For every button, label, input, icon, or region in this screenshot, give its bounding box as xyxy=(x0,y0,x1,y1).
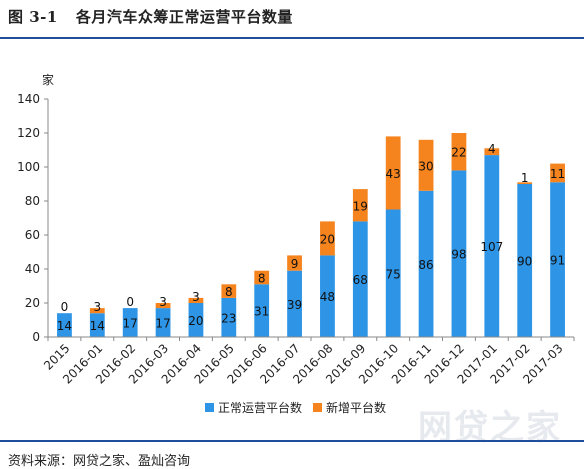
bar-normal-2016-07 xyxy=(287,270,302,337)
chart-title: 图 3-1 各月汽车众筹正常运营平台数量 xyxy=(8,6,293,27)
bar-normal-2017-03 xyxy=(550,182,565,337)
data-label-normal: 17 xyxy=(123,317,138,331)
data-label-new: 3 xyxy=(93,300,101,314)
data-label-normal: 17 xyxy=(155,317,170,331)
bar-new-2016-01 xyxy=(89,308,105,314)
data-label-new: 20 xyxy=(320,232,335,246)
data-label-normal: 68 xyxy=(353,273,368,287)
data-label-new: 43 xyxy=(386,167,401,181)
data-label-normal: 48 xyxy=(320,290,335,304)
legend-label-normal: 正常运营平台数 xyxy=(218,400,302,415)
y-tick-label: 60 xyxy=(25,228,40,242)
data-label-normal: 75 xyxy=(386,267,401,281)
data-label-normal: 14 xyxy=(57,319,72,333)
bar-new-2017-01 xyxy=(484,148,500,156)
bar-new-2017-02 xyxy=(517,182,533,184)
data-label-normal: 39 xyxy=(287,298,302,312)
legend-swatch-normal xyxy=(205,403,214,412)
figure-number: 图 3-1 xyxy=(8,8,58,26)
y-tick-label: 20 xyxy=(25,296,40,310)
bar-new-2017-03 xyxy=(550,163,565,183)
y-tick-label: 120 xyxy=(17,126,40,140)
bars: 1401431701732032383183994820681975438630… xyxy=(57,133,565,337)
bar-new-2016-05 xyxy=(221,284,237,298)
bar-normal-2016-06 xyxy=(254,284,270,337)
bar-new-2016-03 xyxy=(155,303,171,309)
data-label-new: 9 xyxy=(291,257,299,271)
data-label-normal: 98 xyxy=(451,248,466,262)
bar-normal-2015 xyxy=(57,313,72,337)
bar-normal-2017-02 xyxy=(517,184,533,337)
data-label-normal: 107 xyxy=(480,240,503,254)
data-label-new: 30 xyxy=(418,159,433,173)
bar-normal-2016-08 xyxy=(320,255,335,337)
legend: 正常运营平台数 新增平台数 xyxy=(205,400,386,415)
data-label-new: 3 xyxy=(192,290,200,304)
data-label-new: 19 xyxy=(353,199,368,213)
data-label-new: 11 xyxy=(550,167,565,181)
data-label-normal: 31 xyxy=(254,305,269,319)
bar-new-2016-11 xyxy=(418,139,434,191)
y-tick-label: 140 xyxy=(17,92,40,106)
bar-normal-2016-03 xyxy=(155,308,171,337)
bar-normal-2016-02 xyxy=(122,308,138,337)
y-axis-unit: 家 xyxy=(42,72,54,87)
bar-new-2016-09 xyxy=(352,189,368,222)
legend-label-new: 新增平台数 xyxy=(326,400,386,415)
data-label-new: 0 xyxy=(61,300,69,314)
bar-normal-2017-01 xyxy=(484,155,500,337)
bar-new-2016-06 xyxy=(254,270,270,285)
bar-new-2016-08 xyxy=(320,221,335,256)
data-label-new: 4 xyxy=(488,142,496,156)
data-label-normal: 90 xyxy=(517,255,532,269)
data-label-normal: 20 xyxy=(188,314,203,328)
footer-rule xyxy=(0,440,584,442)
data-label-new: 3 xyxy=(159,295,167,309)
data-label-new: 1 xyxy=(521,171,529,185)
y-tick-label: 100 xyxy=(17,160,40,174)
bar-normal-2016-12 xyxy=(451,170,467,337)
data-label-normal: 14 xyxy=(90,319,105,333)
title-rule xyxy=(0,37,584,39)
data-label-new: 8 xyxy=(225,285,233,299)
bar-new-2016-10 xyxy=(385,136,401,210)
data-label-normal: 86 xyxy=(418,258,433,272)
bar-normal-2016-10 xyxy=(385,209,401,337)
bar-normal-2016-01 xyxy=(89,313,105,337)
data-label-normal: 91 xyxy=(550,254,565,268)
data-label-new: 22 xyxy=(451,146,466,160)
bar-new-2016-04 xyxy=(188,297,204,303)
data-label-new: 0 xyxy=(126,295,134,309)
y-tick-label: 80 xyxy=(25,194,40,208)
y-tick-label: 40 xyxy=(25,262,40,276)
bar-new-2016-12 xyxy=(451,133,467,171)
bar-normal-2016-11 xyxy=(418,190,434,337)
bar-normal-2016-09 xyxy=(352,221,368,337)
bar-new-2016-07 xyxy=(287,255,302,271)
legend-swatch-new xyxy=(313,403,322,412)
bar-normal-2016-04 xyxy=(188,303,204,337)
data-label-new: 8 xyxy=(258,272,266,286)
bar-normal-2016-05 xyxy=(221,297,237,337)
source-note: 资料来源：网贷之家、盈灿咨询 xyxy=(8,454,191,469)
figure-title: 各月汽车众筹正常运营平台数量 xyxy=(75,8,293,26)
data-label-normal: 23 xyxy=(221,311,236,325)
x-axis: 20152016-012016-022016-032016-042016-052… xyxy=(41,336,575,387)
y-tick-label: 0 xyxy=(32,330,40,344)
